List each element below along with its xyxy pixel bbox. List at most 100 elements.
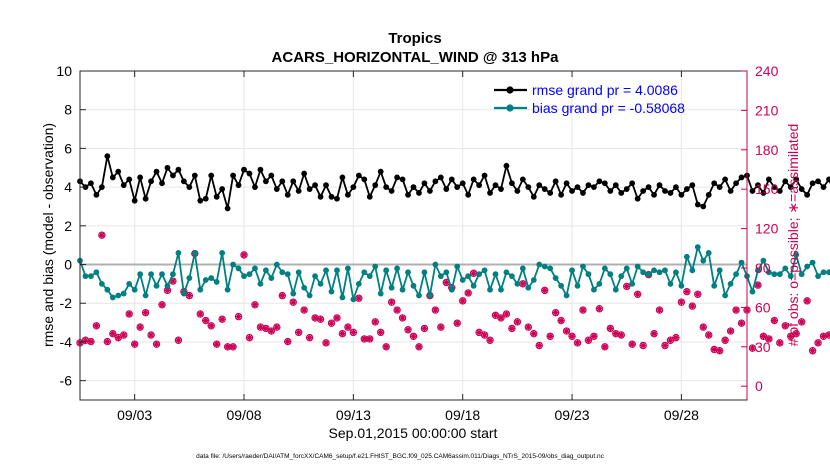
bias-point [377,290,384,297]
obs-assimilated-marker [579,306,587,314]
rmse-point [197,197,204,204]
rmse-point [552,178,559,185]
rmse-point [607,188,614,194]
bias-point [312,273,318,280]
obs-assimilated-marker [508,325,516,332]
rmse-point [514,188,521,194]
obs-assimilated-marker [437,323,445,331]
rmse-point [175,166,182,173]
obs-assimilated-marker [158,301,166,309]
rmse-point [284,191,291,198]
obs-assimilated-marker [825,331,830,339]
obs-assimilated-marker [235,313,242,321]
bias-point [454,263,461,270]
rmse-point [503,162,510,169]
rmse-point [689,182,696,189]
obs-assimilated-marker [82,336,89,344]
bias-point [350,296,357,303]
obs-assimilated-marker [459,297,467,305]
obs-assimilated-marker [601,343,609,351]
bias-point [142,292,149,299]
legend-bias-marker [506,104,514,112]
rmse-point [733,180,739,187]
grid-layer [80,71,747,400]
obs-assimilated-marker [382,343,390,351]
obs-assimilated-marker [93,322,100,330]
rmse-point [191,172,198,179]
rmse-point [416,190,422,196]
y-tick-label: 8 [64,102,72,118]
obs-count-layer [76,231,830,355]
bias-point [738,259,745,266]
bias-point [394,265,400,272]
y2-tick-label: 30 [755,339,771,355]
obs-assimilated-marker [442,279,450,286]
y2-tick-label: 180 [755,142,779,158]
x-axis: 09/03 09/08 09/13 09/18 09/23 09/28 [117,71,699,423]
bias-point [470,282,477,289]
obs-assimilated-marker [628,340,636,348]
bias-point [826,269,830,276]
bias-point [558,282,565,289]
bias-point [569,267,575,274]
rmse-point [771,184,778,191]
rmse-point [98,184,105,191]
obs-assimilated-marker [300,306,308,314]
obs-assimilated-marker [284,338,292,345]
rmse-point [230,172,236,179]
bias-point [399,286,406,293]
rmse-point [711,180,718,187]
bias-point [727,280,734,287]
rmse-point [377,168,384,175]
bias-point [705,250,712,256]
y-tick-label: 10 [56,63,72,79]
bias-point [694,244,701,251]
chart-title: Tropics [388,30,441,47]
obs-assimilated-marker [169,277,177,285]
obs-assimilated-marker [590,332,598,340]
bias-point [252,265,258,272]
rmse-point [470,176,477,183]
rmse-point [481,172,488,179]
bias-point [131,286,138,293]
rmse-point [366,193,373,200]
obs-assimilated-marker [289,298,297,306]
rmse-point [93,191,100,198]
obs-assimilated-marker [453,319,461,327]
obs-assimilated-marker [218,315,226,323]
bias-point [186,275,193,281]
rmse-point [443,186,450,192]
rmse-point [530,193,537,200]
obs-assimilated-marker [705,331,713,339]
rmse-point [454,184,461,191]
bias-point [651,267,657,274]
rmse-point [705,191,712,198]
rmse-point [601,180,608,187]
rmse-point [645,184,652,191]
rmse-point [241,166,247,173]
obs-assimilated-marker [185,292,193,299]
bias-point [224,286,231,293]
obs-assimilated-marker [606,325,614,332]
rmse-point [623,186,630,192]
obs-assimilated-marker [552,309,560,317]
obs-assimilated-marker [623,282,631,290]
obs-assimilated-marker [322,339,330,347]
bias-point [164,282,171,289]
obs-assimilated-marker [196,310,204,318]
bias-point [809,259,816,266]
obs-assimilated-marker [278,292,286,299]
bias-point [443,269,450,276]
legend-bias-label: bias grand pr = -0.58068 [532,100,685,116]
bias-point [689,267,696,274]
obs-assimilated-marker [694,290,702,298]
footer-data-file: data file: /Users/raeder/DAI/ATM_forcXX/… [196,453,605,460]
obs-assimilated-marker [470,269,478,277]
rmse-point [279,178,286,185]
bias-point [656,269,663,276]
bias-point [88,273,94,280]
rmse-point [596,178,603,185]
rmse-point [673,184,679,191]
